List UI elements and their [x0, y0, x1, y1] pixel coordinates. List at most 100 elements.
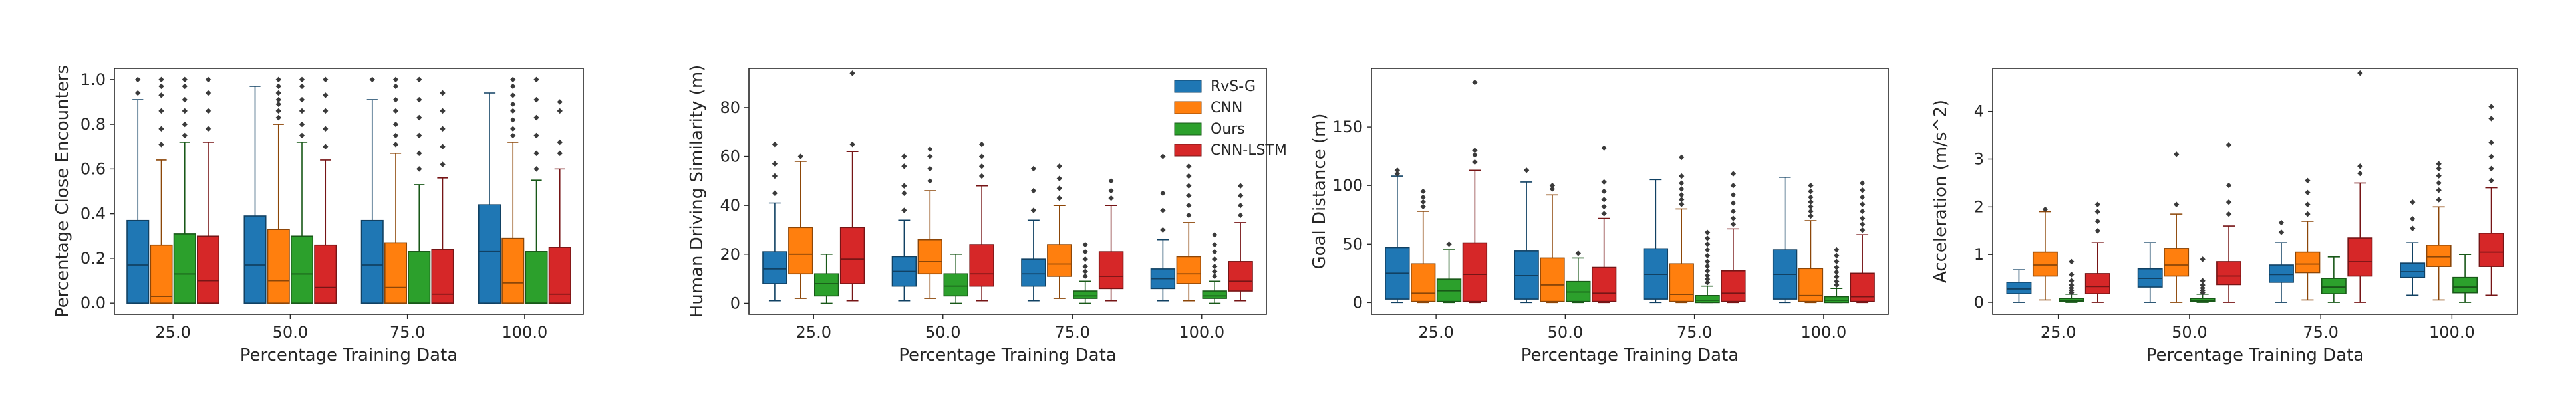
outlier-point: [1420, 194, 1426, 201]
outlier-point: [1030, 165, 1037, 172]
box-iqr: [314, 244, 337, 304]
box-ours-50.0: [943, 254, 968, 304]
outlier-point: [416, 114, 422, 121]
box-iqr: [943, 273, 968, 297]
outlier-point: [1859, 194, 1866, 201]
y-tick-label: 20: [720, 245, 740, 264]
outlier-point: [797, 153, 803, 159]
outlier-point: [182, 108, 188, 114]
outlier-point: [392, 132, 399, 139]
outlier-point: [1859, 221, 1866, 227]
outlier-point: [510, 126, 516, 132]
outlier-point: [299, 96, 305, 103]
outlier-point: [2278, 219, 2285, 226]
outlier-point: [1808, 188, 1814, 195]
outlier-point: [1601, 188, 1607, 195]
outlier-point: [978, 173, 985, 179]
outlier-point: [1186, 212, 1192, 219]
outlier-point: [2200, 285, 2206, 291]
outlier-point: [2200, 278, 2206, 284]
outlier-point: [510, 101, 516, 108]
outlier-point: [2042, 206, 2049, 213]
outlier-point: [1549, 186, 1556, 192]
box-iqr: [150, 244, 173, 304]
outlier-point: [1808, 208, 1814, 215]
outlier-point: [1834, 269, 1840, 275]
outlier-point: [2410, 225, 2416, 231]
x-axis-label: Percentage Training Data: [240, 346, 458, 365]
outlier-point: [1834, 282, 1840, 288]
outlier-point: [510, 92, 516, 98]
outlier-point: [2069, 278, 2075, 284]
outlier-point: [1730, 200, 1737, 206]
outlier-point: [901, 183, 907, 189]
y-tick-label: 40: [720, 196, 740, 215]
outlier-point: [1472, 159, 1478, 165]
outlier-point: [1082, 273, 1088, 280]
outlier-point: [2488, 165, 2494, 172]
y-tick-label: 0.8: [80, 115, 106, 134]
y-tick-label: 0.2: [80, 249, 106, 268]
outlier-point: [1212, 249, 1218, 255]
outlier-point: [323, 76, 329, 83]
outlier-point: [1186, 183, 1192, 189]
x-tick-label: 75.0: [1677, 323, 1712, 342]
outlier-point: [772, 141, 778, 148]
y-axis-label: Goal Distance (m): [1310, 113, 1330, 269]
outlier-point: [1160, 190, 1166, 196]
box-ours-50.0: [290, 76, 314, 304]
outlier-point: [1082, 268, 1088, 274]
outlier-point: [392, 76, 399, 83]
outlier-point: [1237, 212, 1244, 219]
box-iqr: [360, 219, 384, 304]
outlier-point: [1030, 207, 1037, 213]
outlier-point: [205, 126, 212, 132]
outlier-point: [510, 108, 516, 114]
outlier-point: [440, 144, 446, 149]
box-cnn-75.0: [384, 76, 408, 304]
box-iqr: [1591, 266, 1617, 302]
box-iqr: [1540, 257, 1565, 302]
outlier-point: [275, 108, 281, 114]
box-iqr: [478, 204, 501, 304]
outlier-point: [1859, 201, 1866, 207]
box-rvs-g-50.0: [1514, 167, 1539, 304]
outlier-point: [2069, 272, 2075, 278]
box-cnn-lstm-50.0: [2216, 142, 2241, 303]
y-tick-label: 1.0: [80, 70, 106, 89]
outlier-point: [323, 108, 329, 114]
outlier-point: [1859, 180, 1866, 186]
outlier-point: [1056, 163, 1062, 169]
outlier-point: [323, 126, 329, 132]
y-tick-label: 0: [730, 294, 740, 312]
legend-swatch-cnn: [1174, 101, 1202, 114]
y-tick-label: 50: [1342, 235, 1363, 253]
box-cnn-50.0: [917, 146, 942, 299]
outlier-point: [1834, 264, 1840, 270]
box-iqr: [1411, 263, 1436, 302]
outlier-point: [1704, 276, 1711, 282]
outlier-point: [1420, 188, 1426, 195]
box-iqr: [1669, 263, 1694, 302]
outlier-point: [2305, 201, 2311, 207]
box-cnn-lstm-75.0: [2347, 70, 2373, 303]
box-iqr: [2032, 251, 2058, 277]
box-iqr: [431, 249, 454, 304]
outlier-point: [1730, 215, 1737, 221]
outlier-point: [1212, 232, 1218, 238]
outlier-point: [275, 96, 281, 103]
outlier-point: [2357, 170, 2363, 177]
box-iqr: [2478, 233, 2504, 267]
outlier-point: [510, 76, 516, 83]
outlier-point: [1601, 203, 1607, 210]
outlier-point: [205, 108, 212, 114]
box-cnn-50.0: [267, 76, 290, 304]
box-ours-25.0: [2059, 258, 2084, 303]
outlier-point: [2488, 104, 2494, 110]
outlier-point: [392, 142, 399, 148]
outlier-point: [901, 153, 907, 159]
outlier-point: [772, 190, 778, 196]
box-cnn-lstm-100.0: [1850, 180, 1875, 304]
outlier-point: [901, 207, 907, 213]
outlier-point: [182, 132, 188, 139]
